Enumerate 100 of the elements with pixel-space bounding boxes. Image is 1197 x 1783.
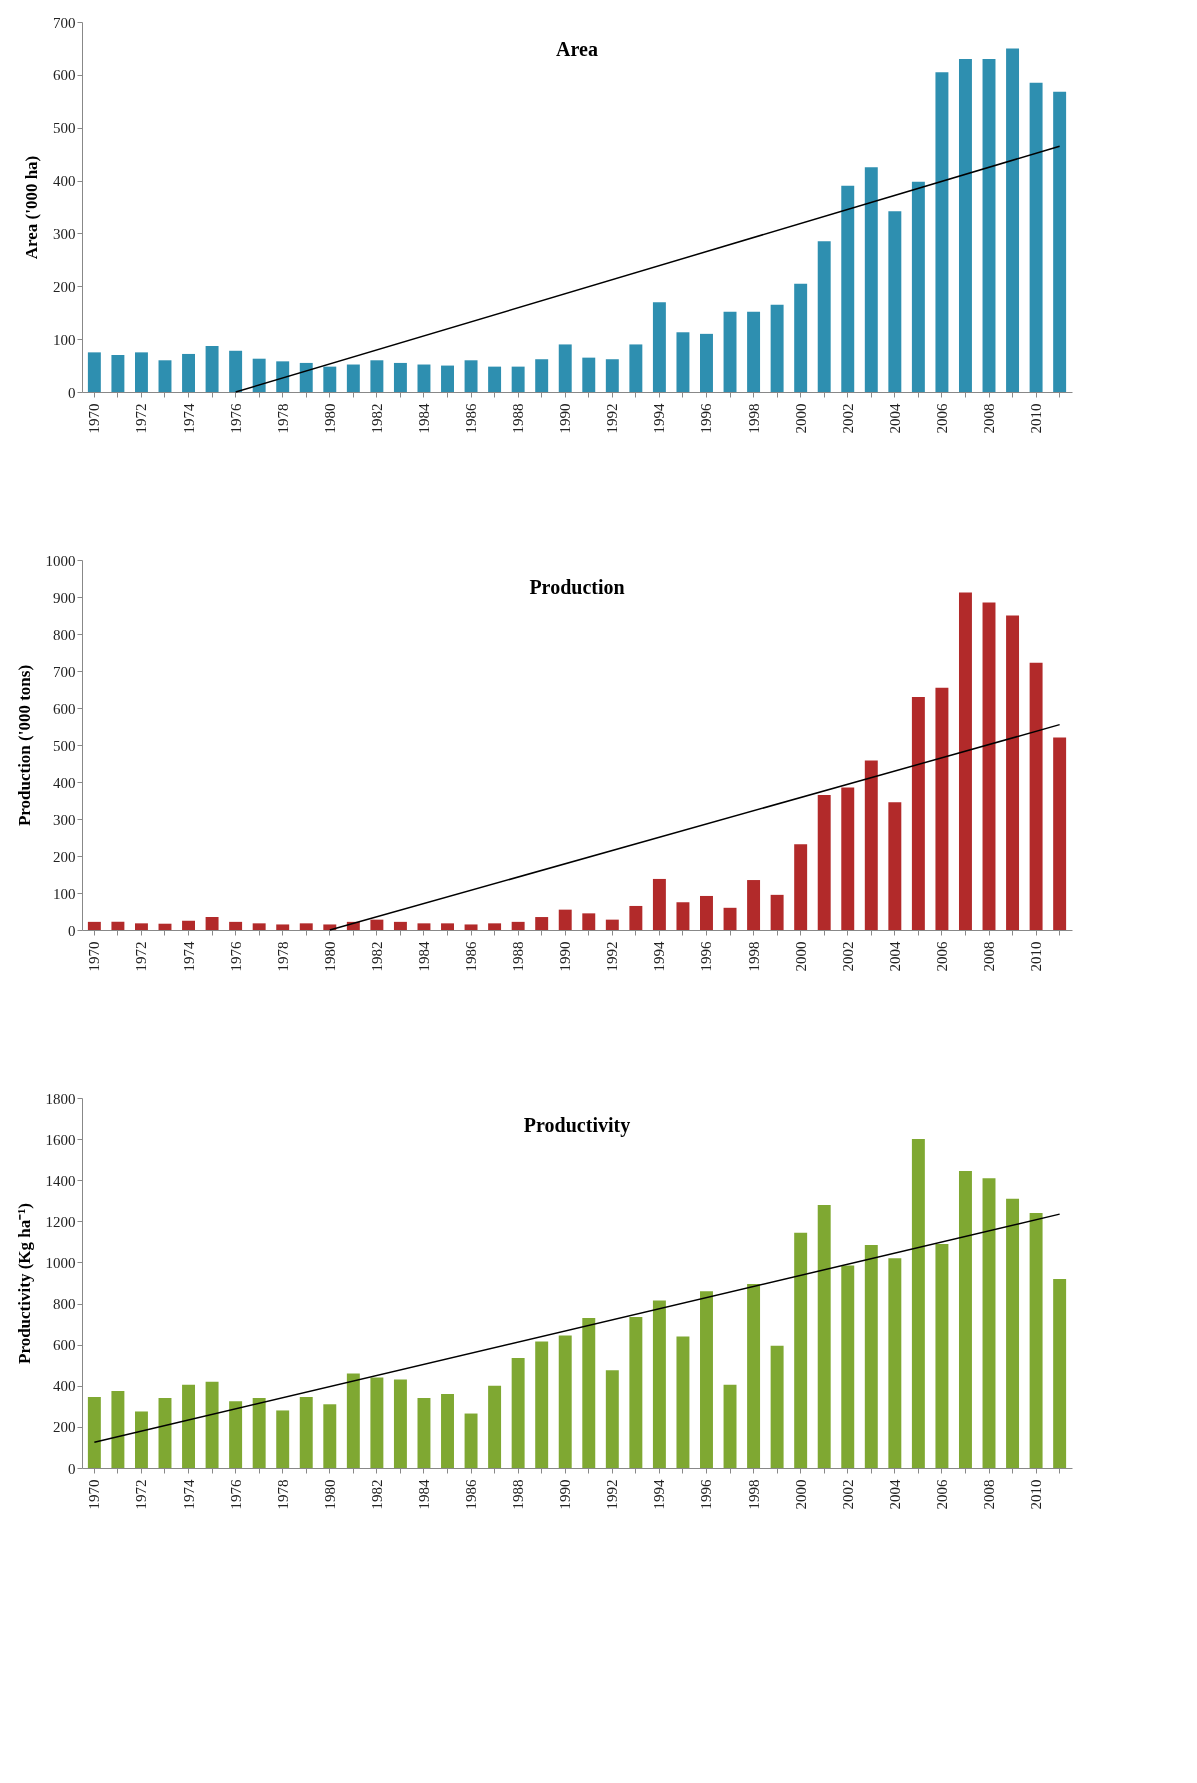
x-tick-label: 1978	[274, 941, 291, 972]
bar	[370, 360, 384, 392]
bar	[582, 1317, 596, 1468]
x-tick-label: 1976	[227, 941, 244, 972]
y-tick-label: 100	[53, 331, 76, 348]
x-tick-label: 1970	[86, 1479, 103, 1510]
bar	[982, 59, 996, 392]
y-tick-label: 300	[53, 811, 76, 828]
bar	[558, 1335, 572, 1468]
bar	[911, 181, 925, 392]
bar	[676, 902, 690, 930]
bar	[276, 361, 290, 392]
y-axis-title: Production ('000 tons)	[14, 664, 34, 827]
bar	[441, 1394, 454, 1468]
bar	[1053, 1278, 1067, 1468]
bar	[417, 364, 431, 392]
x-tick-label: 1984	[415, 941, 432, 972]
bar	[817, 1204, 831, 1468]
bar	[629, 1316, 643, 1468]
bar	[276, 924, 290, 930]
y-tick-label: 1600	[45, 1131, 76, 1148]
bar	[488, 366, 502, 392]
bar	[935, 1243, 949, 1468]
bar	[441, 365, 454, 392]
bar	[958, 592, 972, 930]
x-tick-label: 1994	[651, 1479, 668, 1510]
x-tick-label: 2006	[933, 1479, 950, 1510]
x-tick-label: 2010	[1028, 941, 1045, 972]
x-tick-label: 2000	[792, 403, 809, 434]
x-tick-label: 2004	[886, 941, 903, 972]
bar	[488, 1385, 502, 1468]
bar	[488, 923, 502, 930]
bar	[87, 921, 101, 930]
bar	[158, 1398, 172, 1468]
bar	[1006, 1198, 1020, 1468]
bar	[158, 360, 172, 392]
x-tick-label: 2004	[886, 1479, 903, 1510]
x-tick-label: 1970	[86, 403, 103, 434]
bar	[935, 687, 949, 930]
x-tick-label: 1984	[415, 1479, 432, 1510]
bar	[911, 1139, 925, 1468]
bar	[629, 344, 643, 392]
x-tick-label: 1974	[180, 1479, 197, 1510]
bar	[1029, 662, 1043, 930]
x-tick-label: 1992	[604, 941, 621, 972]
x-tick-label: 1986	[463, 941, 480, 972]
bar	[770, 1345, 784, 1468]
bar	[747, 1284, 761, 1468]
y-tick-label: 800	[53, 1296, 76, 1313]
bar	[535, 917, 549, 930]
y-axis-title: Productivity (Kg ha⁻¹)	[14, 1203, 34, 1364]
bar	[864, 760, 878, 930]
bar	[464, 1413, 478, 1468]
bar	[982, 602, 996, 930]
x-tick-label: 1976	[227, 403, 244, 434]
bar	[252, 1398, 266, 1468]
x-tick-label: 1996	[698, 1479, 715, 1510]
x-tick-label: 1988	[510, 941, 527, 972]
x-tick-label: 1988	[510, 403, 527, 434]
bar	[182, 920, 196, 930]
text: Area	[556, 38, 598, 60]
bar	[299, 923, 313, 930]
bar	[299, 1397, 313, 1468]
y-tick-label: 500	[53, 737, 76, 754]
bar	[393, 362, 407, 392]
bar	[134, 1411, 148, 1468]
bar	[700, 333, 713, 392]
x-tick-label: 2000	[792, 1479, 809, 1510]
x-tick-label: 1978	[274, 1479, 291, 1510]
text: Production	[529, 576, 625, 598]
bar	[558, 344, 572, 392]
bar	[982, 1178, 996, 1468]
bar	[393, 921, 407, 930]
x-tick-label: 1974	[180, 403, 197, 434]
bar	[817, 794, 831, 930]
bar	[229, 1401, 243, 1468]
y-tick-label: 1000	[45, 1254, 76, 1271]
bar	[229, 350, 243, 392]
text: Productivity	[523, 1114, 631, 1137]
bar	[770, 894, 784, 930]
y-tick-label: 300	[53, 225, 76, 242]
x-tick-label: 1972	[133, 403, 150, 434]
bar	[794, 844, 808, 930]
x-tick-label: 1994	[651, 403, 668, 434]
x-tick-label: 1996	[698, 403, 715, 434]
x-tick-label: 1978	[274, 403, 291, 434]
x-tick-label: 1980	[321, 1479, 338, 1510]
bar	[958, 59, 972, 392]
bar	[535, 359, 549, 392]
bar	[1053, 737, 1067, 930]
bar	[888, 1258, 902, 1468]
x-tick-label: 2006	[933, 941, 950, 972]
bar	[676, 1336, 690, 1468]
x-tick-label: 1986	[463, 1479, 480, 1510]
x-tick-label: 1980	[321, 941, 338, 972]
y-tick-label: 500	[53, 120, 76, 137]
y-tick-label: 1800	[45, 1090, 76, 1107]
x-tick-label: 1998	[745, 403, 762, 434]
bar	[1029, 1213, 1043, 1468]
bar	[252, 358, 266, 392]
